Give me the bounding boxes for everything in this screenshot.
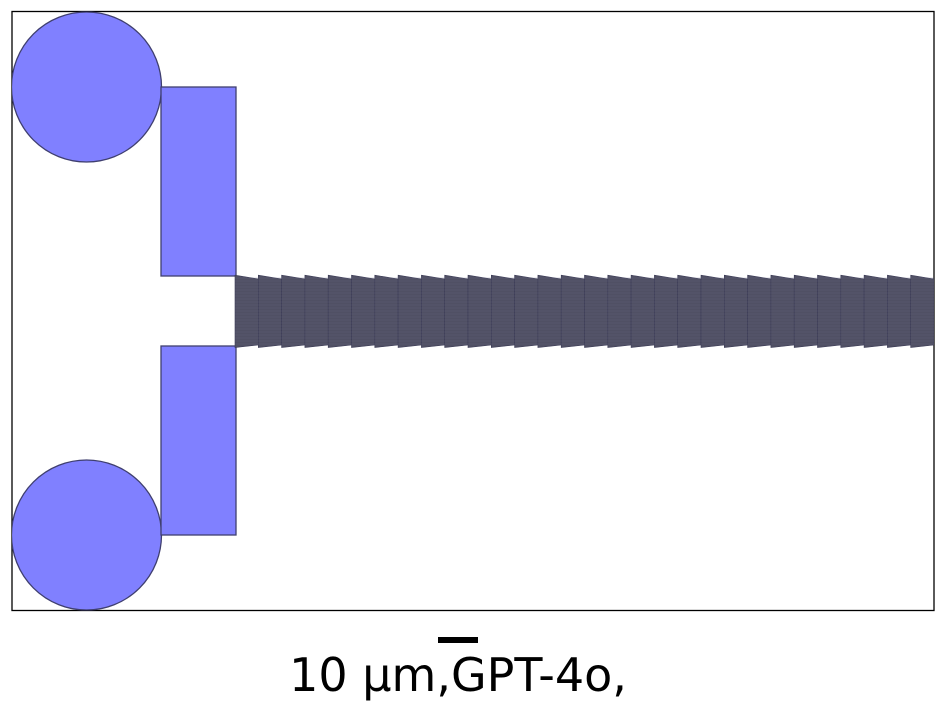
channel-segment [304, 274, 329, 348]
channel-segment [257, 274, 282, 348]
channel-segment [910, 274, 934, 348]
channel-segment [444, 274, 469, 348]
scale-bar [438, 637, 478, 643]
channel-segment [607, 274, 632, 348]
top-pad-circle [12, 11, 163, 163]
channel-segment [234, 274, 259, 348]
channel-segment [677, 274, 702, 348]
channel-segment [374, 274, 399, 348]
channel-segment [560, 274, 585, 348]
bottom-pad-circle [12, 459, 163, 611]
channel-segment [770, 274, 795, 348]
channel-segment [537, 274, 562, 348]
top-electrode-rect [160, 86, 237, 277]
channel-segment [490, 274, 515, 348]
channel-segment [351, 274, 376, 348]
channel-segment [281, 274, 306, 348]
channel-band [234, 274, 934, 348]
channel-segment [747, 274, 772, 348]
channel-segment [584, 274, 609, 348]
channel-segment [700, 274, 725, 348]
channel-segment [840, 274, 865, 348]
bottom-electrode-rect [160, 345, 237, 536]
channel-segment [817, 274, 842, 348]
channel-segment [630, 274, 655, 348]
channel-segment [654, 274, 679, 348]
channel-segment [327, 274, 352, 348]
channel-segment [863, 274, 888, 348]
channel-segment [421, 274, 446, 348]
caption-text: 10 μm,GPT-4o, [289, 648, 627, 702]
channel-segment [793, 274, 818, 348]
channel-segment [514, 274, 539, 348]
layout-shapes [12, 11, 934, 611]
channel-segment [397, 274, 422, 348]
channel-segment [887, 274, 912, 348]
channel-segment [723, 274, 748, 348]
channel-segment [467, 274, 492, 348]
